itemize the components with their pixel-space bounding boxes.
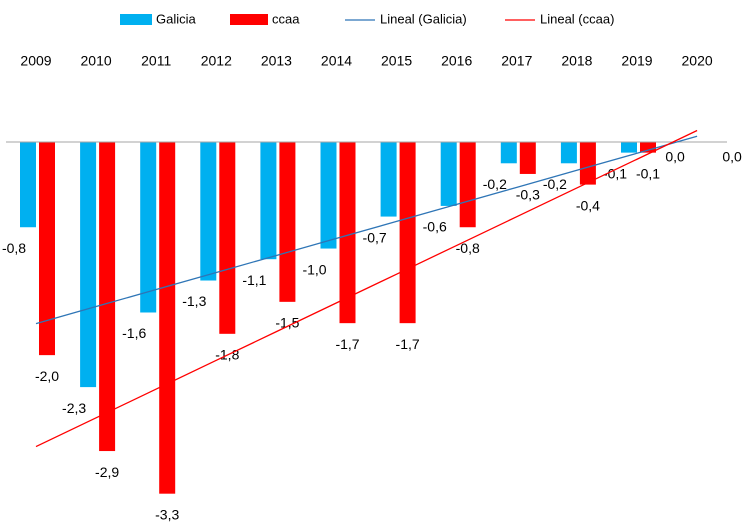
data-label: -0,7 — [363, 229, 387, 245]
data-label: 0,0 — [722, 149, 742, 165]
legend-swatch — [230, 14, 268, 25]
data-label: -0,4 — [576, 197, 600, 213]
bar — [219, 141, 236, 334]
bar — [500, 141, 517, 164]
data-label: -0,8 — [456, 240, 480, 256]
bar — [560, 141, 577, 164]
bar — [440, 141, 457, 206]
bar — [99, 141, 116, 452]
bar — [459, 141, 476, 228]
x-tick-label: 2018 — [561, 53, 592, 69]
data-label: -3,3 — [155, 506, 179, 522]
x-tick-label: 2015 — [381, 53, 412, 69]
data-label: -1,7 — [335, 336, 359, 352]
data-label: -1,7 — [396, 336, 420, 352]
bar — [140, 141, 157, 313]
x-tick-label: 2017 — [501, 53, 532, 69]
data-label: -2,9 — [95, 464, 119, 480]
x-tick-label: 2013 — [261, 53, 292, 69]
data-label: -0,2 — [483, 176, 507, 192]
data-label: -1,0 — [302, 261, 326, 277]
x-tick-label: 2010 — [81, 53, 112, 69]
x-tick-label: 2016 — [441, 53, 472, 69]
bar — [380, 141, 397, 217]
bar — [579, 141, 596, 185]
bar — [339, 141, 356, 324]
x-tick-label: 2019 — [621, 53, 652, 69]
legend-label: Lineal (Galicia) — [380, 11, 467, 26]
bar — [519, 141, 536, 174]
legend-label: ccaa — [272, 11, 300, 26]
bar — [279, 141, 296, 302]
x-tick-label: 2014 — [321, 53, 352, 69]
data-label: -0,1 — [603, 165, 627, 181]
x-tick-label: 2011 — [141, 53, 171, 69]
data-label: -1,3 — [182, 293, 206, 309]
data-label: -0,1 — [636, 165, 660, 181]
data-label: -2,0 — [35, 368, 59, 384]
data-label: -2,3 — [62, 400, 86, 416]
bar — [20, 141, 36, 228]
bar — [399, 141, 416, 324]
data-label: -1,5 — [275, 315, 299, 331]
legend-swatch — [120, 14, 152, 25]
bar — [320, 141, 337, 249]
bar — [260, 141, 277, 260]
data-label: -0,2 — [543, 176, 567, 192]
data-label: 0,0 — [665, 149, 685, 165]
bar — [80, 141, 97, 388]
data-label: -0,8 — [2, 240, 26, 256]
bar — [200, 141, 217, 281]
bar — [640, 141, 656, 153]
bar — [39, 141, 55, 356]
data-label: -1,1 — [242, 272, 266, 288]
data-label: -0,6 — [423, 219, 447, 235]
data-label: -0,3 — [516, 187, 540, 203]
x-tick-label: 2020 — [682, 53, 713, 69]
bar — [159, 141, 176, 494]
legend-label: Lineal (ccaa) — [540, 11, 614, 26]
bar — [621, 141, 637, 153]
trend-line — [35, 135, 698, 325]
trend-line — [35, 129, 698, 448]
data-label: -1,6 — [122, 325, 146, 341]
legend-label: Galicia — [156, 11, 197, 26]
x-tick-label: 2009 — [20, 53, 51, 69]
x-tick-label: 2012 — [201, 53, 232, 69]
